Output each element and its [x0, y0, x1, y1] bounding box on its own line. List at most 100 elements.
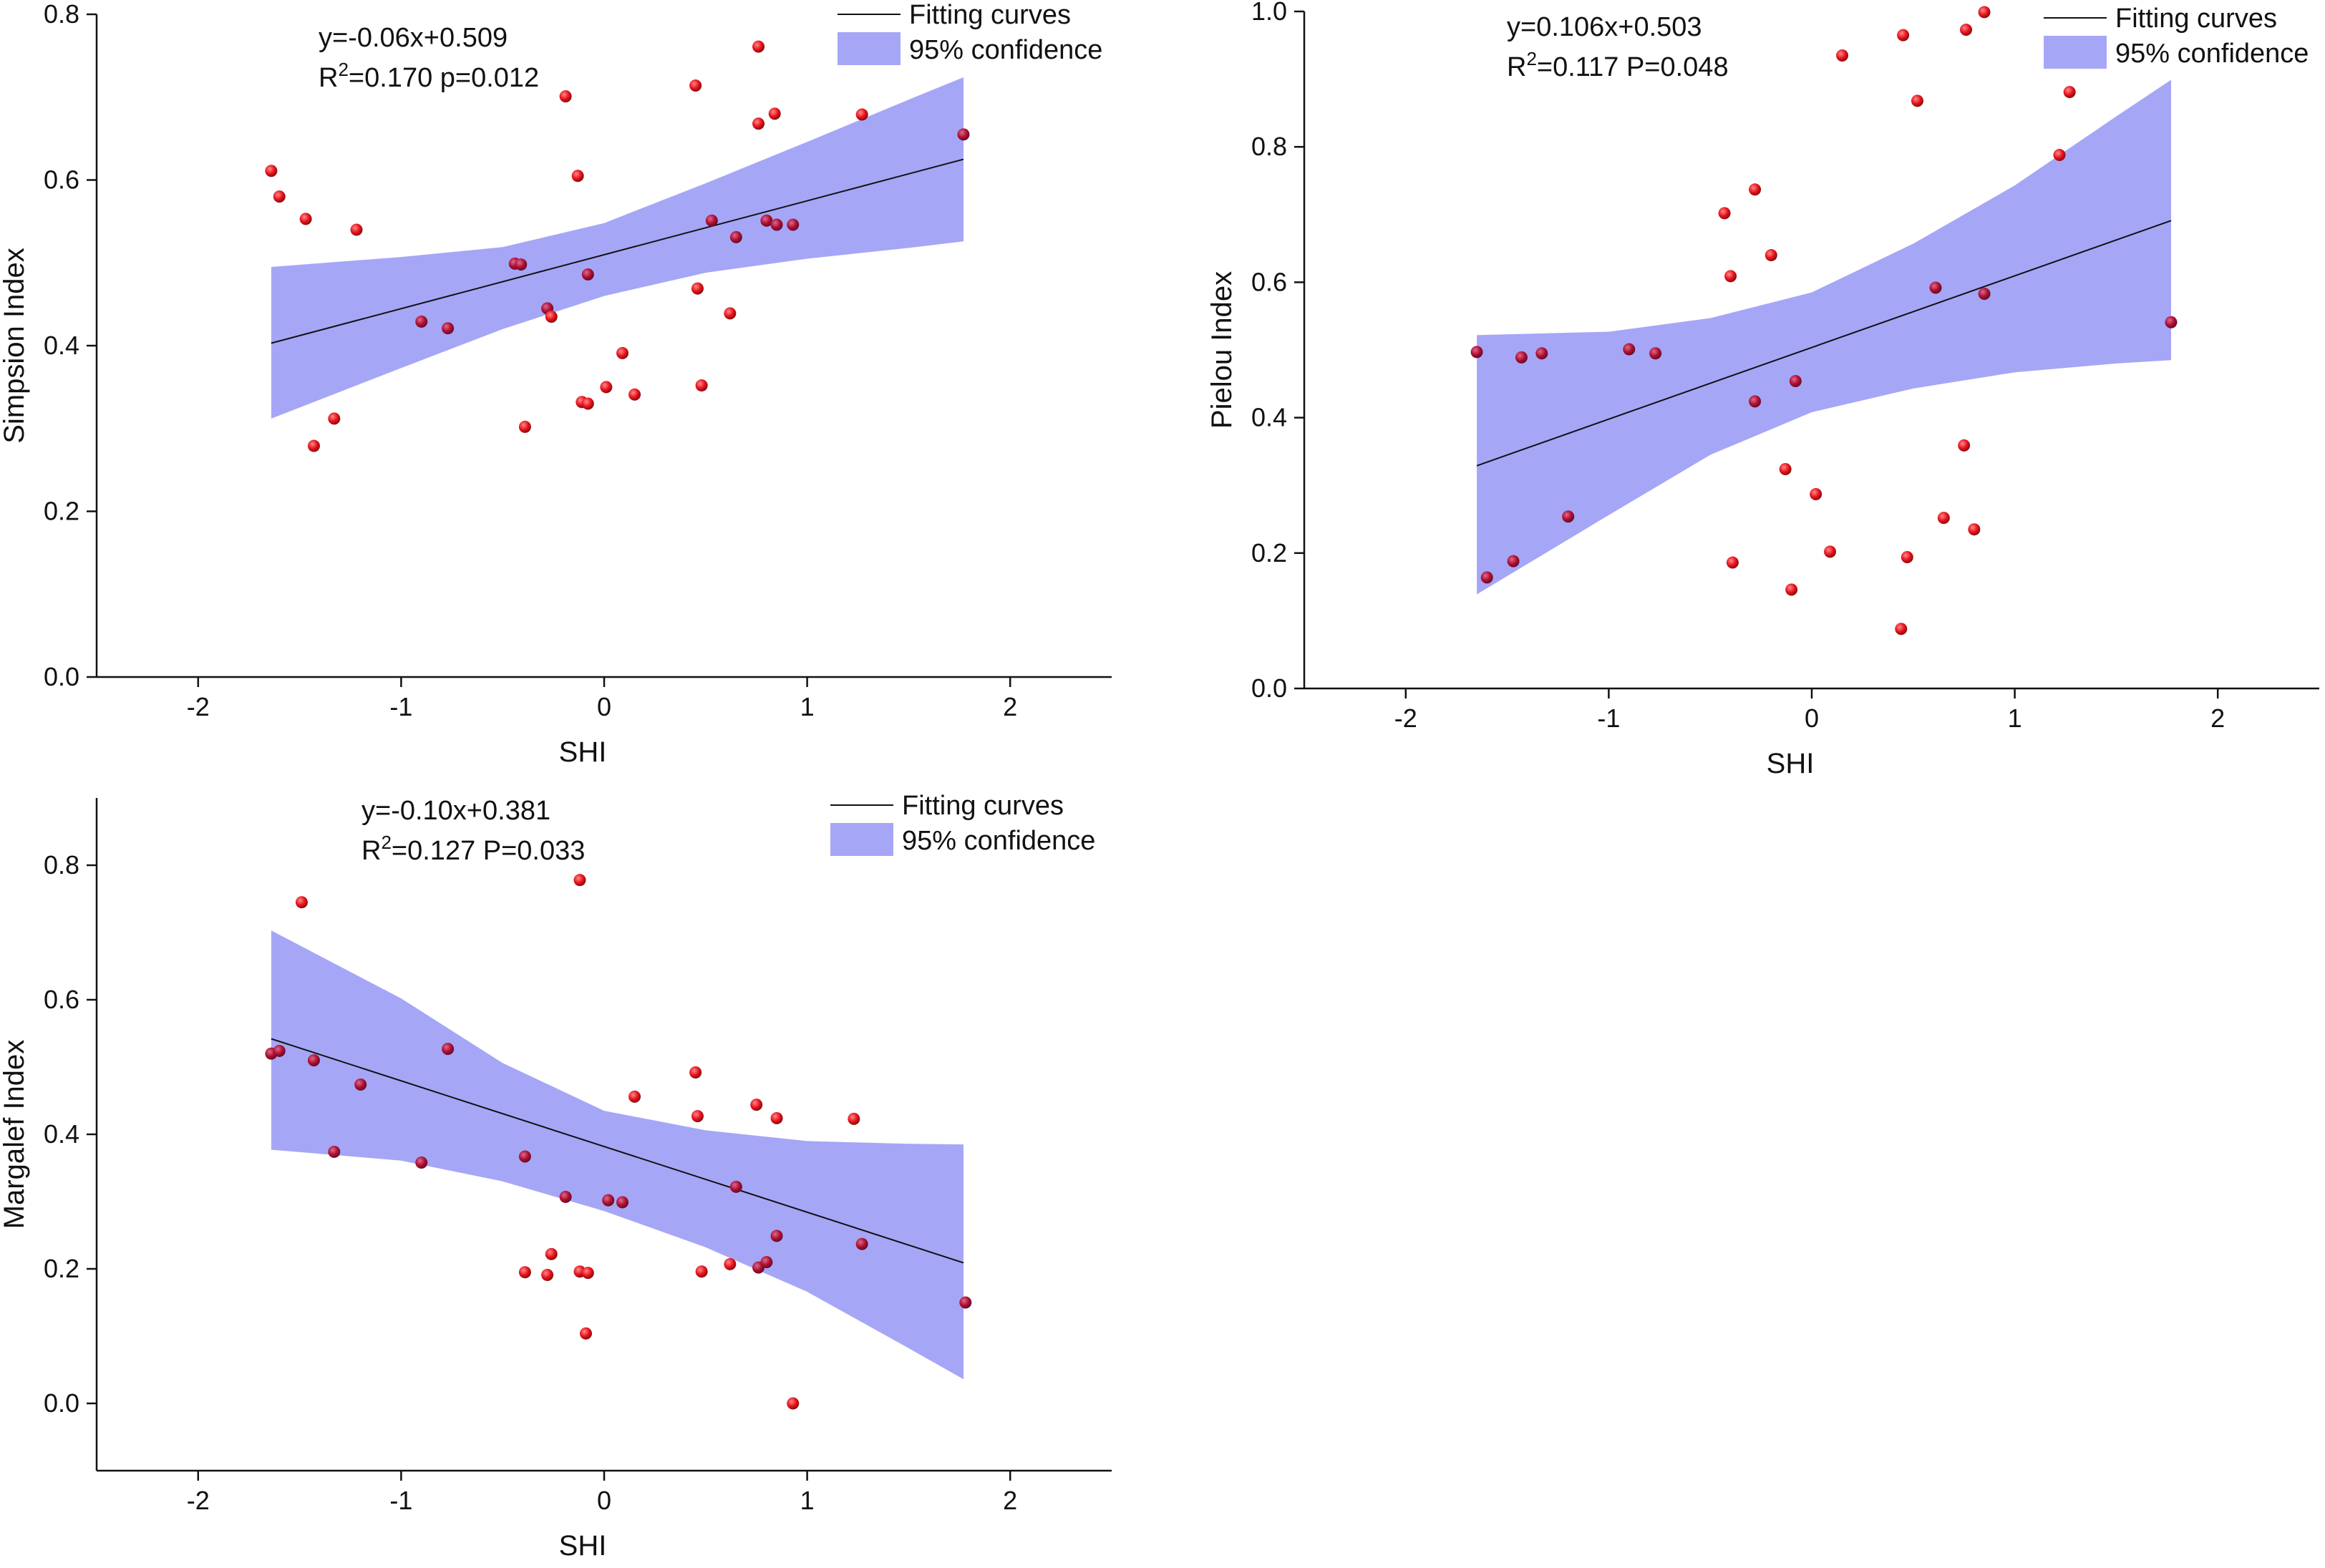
r2-label: R2=0.127 P=0.033: [361, 832, 585, 866]
equation-label: y=-0.10x+0.381: [361, 796, 550, 826]
data-point: [295, 896, 308, 909]
r2-label: R2=0.117 P=0.048: [1507, 48, 1729, 82]
data-point: [581, 1267, 594, 1280]
data-point: [752, 40, 765, 53]
data-point: [1901, 550, 1913, 563]
data-point: [691, 282, 704, 295]
data-point: [1718, 207, 1731, 220]
data-point: [689, 79, 702, 92]
data-point: [1968, 523, 1981, 536]
data-point: [573, 874, 586, 887]
data-point: [1911, 94, 1923, 107]
y-axis-title: Simpsion Index: [0, 248, 30, 443]
data-point: [307, 1054, 320, 1067]
data-point: [545, 310, 558, 323]
data-point: [628, 388, 641, 401]
data-point: [695, 1265, 708, 1278]
y-tick-label: 0.4: [44, 331, 79, 360]
data-point: [787, 218, 800, 231]
r2-symbol: R: [1507, 52, 1526, 82]
r2-superscript: 2: [338, 59, 348, 80]
x-tick-label: -2: [187, 692, 210, 721]
r2-values: =0.170 p=0.012: [349, 63, 539, 93]
data-point: [581, 397, 594, 410]
x-tick-label: 1: [800, 1486, 815, 1515]
data-point: [2053, 149, 2066, 162]
data-point: [628, 1090, 641, 1103]
r2-values: =0.127 P=0.033: [392, 836, 585, 866]
data-point: [273, 190, 286, 203]
data-point: [415, 1156, 428, 1169]
legend-band-swatch: [838, 32, 901, 65]
data-point: [855, 108, 868, 121]
legend-fitting-label: Fitting curves: [909, 0, 1071, 30]
data-point: [518, 1266, 531, 1279]
data-point: [1724, 270, 1737, 283]
y-axis-title: Margalef Index: [0, 1040, 30, 1229]
data-point: [750, 1099, 763, 1111]
legend-confidence-label: 95% confidence: [2115, 39, 2309, 69]
fit-line: [271, 158, 964, 344]
legend: Fitting curves 95% confidence: [838, 0, 1102, 65]
x-tick-label: -2: [187, 1486, 210, 1515]
data-point: [518, 420, 531, 433]
data-point: [1749, 395, 1762, 408]
data-point: [442, 1043, 455, 1056]
data-point: [729, 230, 742, 243]
r2-superscript: 2: [1526, 48, 1536, 69]
data-point: [518, 1150, 531, 1163]
data-point: [1649, 347, 1662, 360]
data-point: [350, 223, 363, 236]
y-tick-label: 0.0: [1251, 673, 1287, 703]
y-tick-label: 0.0: [44, 662, 79, 691]
data-point: [1929, 281, 1942, 294]
x-tick-label: 1: [2008, 703, 2022, 733]
equation-label: y=-0.06x+0.509: [319, 23, 508, 53]
legend-fitting-label: Fitting curves: [902, 791, 1064, 821]
data-point: [273, 1044, 286, 1057]
x-tick-label: 0: [597, 1486, 611, 1515]
data-point: [579, 1327, 592, 1340]
x-tick-label: 2: [1003, 692, 1017, 721]
data-point: [616, 346, 629, 359]
data-point: [768, 107, 781, 120]
data-point: [1978, 287, 1991, 300]
data-point: [705, 214, 718, 227]
data-point: [1562, 510, 1575, 523]
data-point: [1978, 6, 1991, 19]
data-point: [299, 213, 312, 225]
y-tick-label: 0.2: [1251, 538, 1287, 568]
x-tick-label: -2: [1394, 703, 1417, 733]
data-point: [770, 1229, 783, 1242]
data-point: [1960, 24, 1973, 36]
data-point: [328, 412, 341, 425]
data-point: [760, 214, 773, 227]
data-point: [571, 170, 584, 182]
data-point: [695, 379, 708, 392]
x-tick-label: 0: [1805, 703, 1819, 733]
data-point: [770, 1111, 783, 1124]
data-point: [959, 1296, 972, 1309]
data-point: [855, 1237, 868, 1250]
equation-label: y=0.106x+0.503: [1507, 12, 1702, 42]
data-point: [770, 218, 783, 231]
data-point: [787, 1397, 800, 1410]
data-point: [1765, 249, 1777, 262]
y-tick-label: 0.4: [1251, 403, 1287, 432]
data-point: [354, 1078, 367, 1091]
confidence-band: [271, 77, 964, 419]
y-tick-label: 0.0: [44, 1388, 79, 1418]
data-point: [760, 1256, 773, 1269]
data-point: [724, 1257, 737, 1270]
data-point: [1726, 556, 1739, 569]
data-point: [307, 439, 320, 452]
chart-margalef: -2 -1 0 1 2 0.0 0.2 0.4 0.6 0.8 SHI Margalef Index y…: [0, 791, 1112, 1562]
data-point: [1470, 346, 1483, 359]
data-point: [541, 1268, 554, 1281]
data-point: [1779, 462, 1792, 475]
legend: Fitting curves 95% confidence: [2044, 4, 2309, 69]
r2-symbol: R: [319, 63, 338, 93]
data-point: [1535, 347, 1548, 360]
data-point: [1810, 487, 1822, 500]
